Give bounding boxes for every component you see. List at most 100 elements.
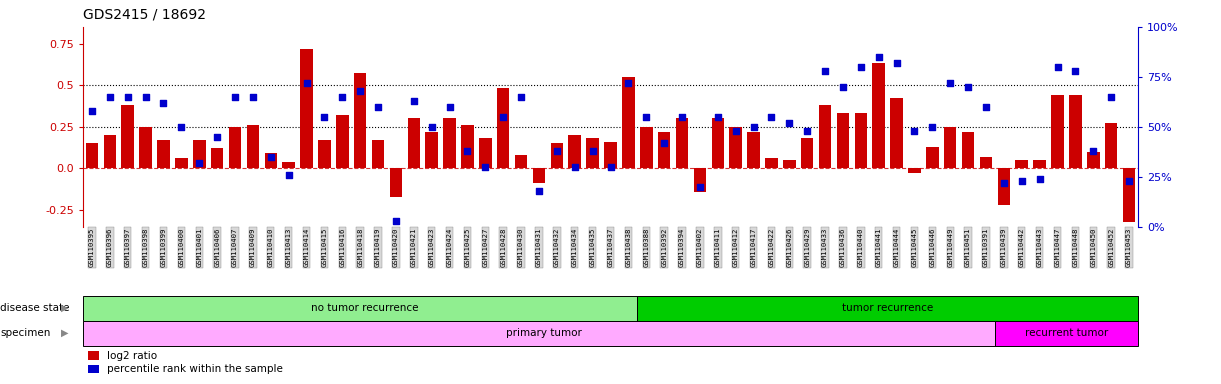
Text: recurrent tumor: recurrent tumor bbox=[1024, 328, 1109, 338]
Point bbox=[994, 180, 1013, 186]
Bar bbox=[532, 168, 546, 183]
Text: specimen: specimen bbox=[0, 328, 50, 338]
Point bbox=[886, 60, 906, 66]
Bar bbox=[228, 127, 242, 168]
Bar bbox=[658, 132, 670, 168]
Bar bbox=[425, 132, 438, 168]
Bar bbox=[675, 118, 689, 168]
Point bbox=[923, 124, 943, 130]
Point bbox=[1048, 64, 1067, 70]
Bar bbox=[801, 138, 813, 168]
Bar bbox=[855, 113, 867, 168]
Point bbox=[690, 184, 709, 190]
Point bbox=[475, 164, 495, 170]
Point bbox=[136, 94, 155, 100]
Bar bbox=[354, 73, 366, 168]
Bar bbox=[873, 63, 885, 168]
Text: ▶: ▶ bbox=[61, 303, 68, 313]
Bar bbox=[479, 138, 492, 168]
Point bbox=[458, 147, 477, 154]
Point bbox=[493, 114, 513, 120]
Legend: log2 ratio, percentile rank within the sample: log2 ratio, percentile rank within the s… bbox=[88, 351, 283, 374]
Point bbox=[1012, 177, 1032, 184]
Point bbox=[1066, 68, 1085, 74]
Point bbox=[833, 84, 852, 90]
Point bbox=[422, 124, 442, 130]
Point bbox=[797, 127, 817, 134]
Bar bbox=[569, 135, 581, 168]
Bar bbox=[836, 113, 849, 168]
Bar bbox=[372, 140, 385, 168]
Point bbox=[958, 84, 978, 90]
Bar bbox=[979, 157, 993, 168]
Bar bbox=[551, 143, 563, 168]
Point bbox=[869, 54, 889, 60]
Point bbox=[369, 104, 388, 110]
Point bbox=[350, 88, 370, 94]
Bar bbox=[515, 155, 527, 168]
Point bbox=[654, 140, 674, 146]
Bar bbox=[783, 160, 796, 168]
Bar bbox=[819, 105, 832, 168]
Point bbox=[744, 124, 763, 130]
Bar bbox=[85, 143, 98, 168]
Text: disease state: disease state bbox=[0, 303, 70, 313]
Bar bbox=[926, 147, 939, 168]
Point bbox=[189, 160, 209, 166]
Point bbox=[816, 68, 835, 74]
Bar bbox=[83, 296, 637, 321]
Bar bbox=[175, 158, 188, 168]
Text: ▶: ▶ bbox=[61, 328, 68, 338]
Point bbox=[440, 104, 459, 110]
Bar bbox=[995, 321, 1138, 346]
Point bbox=[905, 127, 924, 134]
Bar bbox=[247, 125, 259, 168]
Point bbox=[779, 120, 799, 126]
Point bbox=[404, 98, 424, 104]
Bar bbox=[158, 140, 170, 168]
Point bbox=[512, 94, 531, 100]
Bar bbox=[83, 321, 995, 346]
Bar bbox=[586, 138, 598, 168]
Point bbox=[547, 147, 567, 154]
Bar bbox=[1016, 160, 1028, 168]
Point bbox=[315, 114, 335, 120]
Point bbox=[386, 217, 405, 223]
Point bbox=[977, 104, 996, 110]
Bar bbox=[193, 140, 205, 168]
Point bbox=[332, 94, 352, 100]
Bar bbox=[766, 158, 778, 168]
Bar bbox=[336, 115, 348, 168]
Bar bbox=[121, 105, 134, 168]
Bar bbox=[389, 168, 402, 197]
Point bbox=[118, 94, 138, 100]
Bar bbox=[282, 162, 295, 168]
Text: GDS2415 / 18692: GDS2415 / 18692 bbox=[83, 8, 206, 22]
Text: tumor recurrence: tumor recurrence bbox=[842, 303, 933, 313]
Bar bbox=[908, 168, 921, 173]
Bar bbox=[640, 127, 652, 168]
Bar bbox=[962, 132, 974, 168]
Bar bbox=[211, 148, 223, 168]
Bar bbox=[747, 132, 759, 168]
Point bbox=[762, 114, 781, 120]
Point bbox=[940, 80, 960, 86]
Point bbox=[636, 114, 656, 120]
Point bbox=[673, 114, 692, 120]
Bar bbox=[998, 168, 1010, 205]
Bar bbox=[623, 77, 635, 168]
Bar bbox=[1105, 123, 1117, 168]
Point bbox=[208, 134, 227, 140]
Point bbox=[278, 172, 298, 178]
Point bbox=[82, 108, 101, 114]
Point bbox=[708, 114, 728, 120]
Point bbox=[100, 94, 120, 100]
Point bbox=[1120, 177, 1139, 184]
Bar bbox=[1033, 160, 1046, 168]
Bar bbox=[443, 118, 455, 168]
Point bbox=[851, 64, 871, 70]
Bar bbox=[694, 168, 706, 192]
Point bbox=[565, 164, 585, 170]
Bar bbox=[1051, 95, 1063, 168]
Point bbox=[172, 124, 192, 130]
